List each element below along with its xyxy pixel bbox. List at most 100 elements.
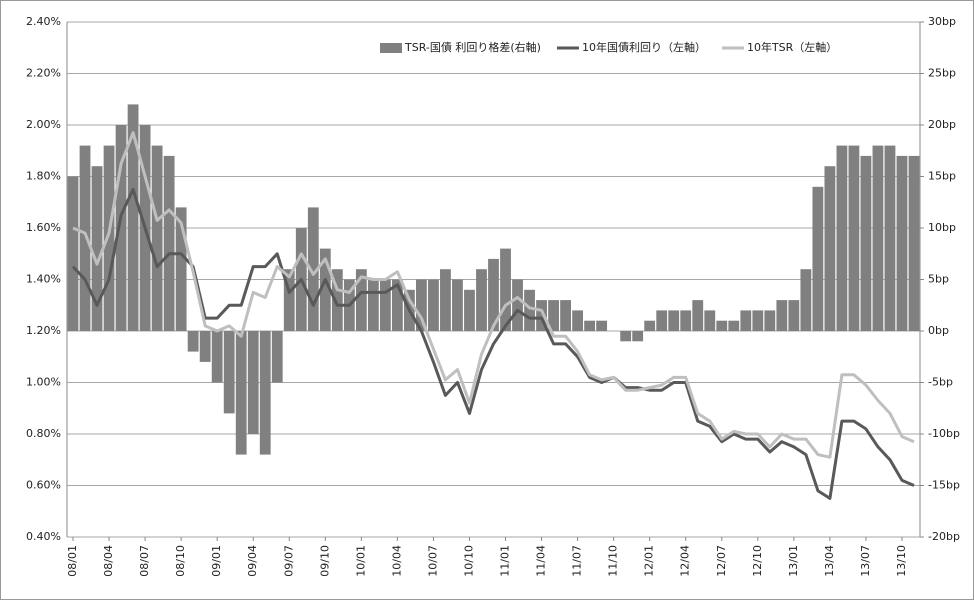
bar — [632, 331, 644, 342]
x-tick-label: 08/07 — [138, 545, 151, 577]
y-tick-label: 2.20% — [26, 67, 61, 80]
bar — [91, 166, 103, 331]
bar — [428, 279, 439, 331]
bar — [211, 331, 223, 383]
x-tick-label: 10/04 — [390, 545, 403, 577]
legend-label: 10年国債利回り（左軸） — [582, 40, 706, 54]
bar — [908, 155, 920, 331]
bar — [115, 125, 127, 331]
line-series — [71, 187, 915, 500]
x-tick-label: 09/04 — [246, 545, 259, 577]
x-tick-label: 09/10 — [318, 545, 331, 577]
legend-label: TSR-国債 利回り格差(右軸) — [404, 40, 541, 54]
bar — [391, 279, 403, 331]
bar — [836, 145, 848, 331]
bar — [103, 145, 115, 331]
x-tick-label: 11/04 — [535, 545, 548, 577]
y2-tick-label: 15bp — [928, 170, 956, 183]
bar — [872, 145, 884, 331]
x-tick-label: 13/10 — [895, 545, 908, 577]
bar — [452, 279, 463, 331]
y-tick-label: 0.60% — [26, 479, 61, 492]
x-tick-label: 11/01 — [499, 545, 512, 577]
x-tick-label: 09/01 — [210, 545, 223, 577]
bar — [788, 300, 800, 331]
y2-tick-label: -5bp — [928, 376, 953, 389]
x-tick-label: 11/10 — [607, 545, 620, 577]
bar — [860, 155, 872, 331]
bar — [512, 279, 523, 331]
y-tick-label: 1.40% — [26, 273, 61, 286]
bar — [620, 331, 632, 342]
x-tick-label: 11/07 — [571, 545, 584, 577]
y2-tick-label: -10bp — [928, 427, 960, 440]
legend-swatch — [380, 43, 402, 53]
bar — [884, 145, 896, 331]
y-tick-label: 1.80% — [26, 170, 61, 183]
bar — [644, 320, 656, 331]
bar — [680, 310, 692, 331]
bar — [692, 300, 704, 331]
y2-tick-label: -15bp — [928, 479, 960, 492]
bar — [127, 104, 139, 332]
y-tick-label: 1.00% — [26, 376, 61, 389]
y2-tick-label: 20bp — [928, 118, 956, 131]
bar — [716, 320, 728, 331]
bar — [79, 145, 91, 331]
x-tick-label: 12/10 — [751, 545, 764, 577]
bar — [199, 331, 211, 362]
y-tick-label: 1.60% — [26, 221, 61, 234]
y-tick-label: 2.40% — [26, 15, 61, 28]
bar — [536, 300, 547, 331]
x-tick-label: 08/04 — [102, 545, 115, 577]
y2-tick-label: 25bp — [928, 67, 956, 80]
y2-tick-label: -20bp — [928, 530, 960, 543]
bar — [656, 310, 668, 331]
bar — [704, 310, 716, 331]
bar — [584, 320, 596, 331]
bar — [307, 207, 319, 331]
x-tick-label: 09/07 — [282, 545, 295, 577]
bar — [175, 207, 187, 331]
y2-tick-label: 30bp — [928, 15, 956, 28]
bar — [848, 145, 860, 331]
bar — [355, 269, 367, 331]
bar — [416, 279, 427, 331]
bar — [163, 155, 175, 331]
bar — [367, 279, 379, 331]
x-tick-label: 13/07 — [859, 545, 872, 577]
bar — [824, 166, 836, 331]
bar — [764, 310, 776, 331]
bar — [560, 300, 571, 331]
bar — [476, 269, 487, 331]
y-tick-label: 0.80% — [26, 427, 61, 440]
line-series — [72, 131, 915, 459]
bar — [331, 269, 343, 331]
bar — [668, 310, 680, 331]
bar — [151, 145, 163, 331]
bar — [728, 320, 740, 331]
bar — [812, 186, 824, 331]
bar — [596, 320, 608, 331]
bar — [464, 289, 475, 331]
x-tick-label: 08/10 — [174, 545, 187, 577]
bar — [67, 176, 79, 331]
y-tick-label: 0.40% — [26, 530, 61, 543]
bar — [259, 331, 271, 455]
bar — [776, 300, 788, 331]
y-tick-label: 2.00% — [26, 118, 61, 131]
bar — [223, 331, 235, 414]
legend-label: 10年TSR（左軸） — [747, 40, 837, 54]
x-tick-label: 10/10 — [462, 545, 475, 577]
bar — [488, 258, 499, 331]
x-tick-label: 13/01 — [787, 545, 800, 577]
bar — [440, 269, 451, 331]
bar — [752, 310, 764, 331]
bar — [271, 331, 283, 383]
x-tick-label: 10/07 — [426, 545, 439, 577]
bar — [500, 248, 511, 331]
bar — [800, 269, 812, 331]
x-tick-label: 10/01 — [354, 545, 367, 577]
